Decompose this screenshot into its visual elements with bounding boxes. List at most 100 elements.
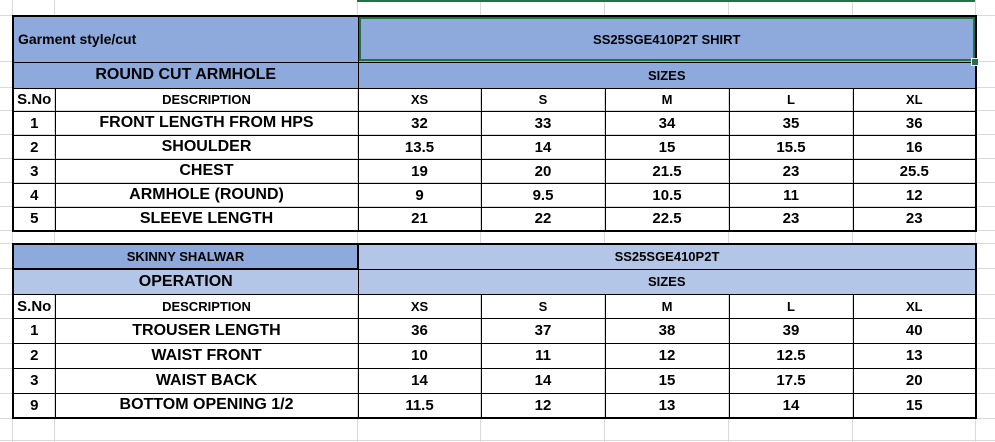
description-cell[interactable]: WAIST FRONT: [54, 342, 359, 369]
fill-handle[interactable]: [971, 58, 979, 66]
size-value-cell[interactable]: 37: [480, 317, 606, 344]
column-header[interactable]: XS: [357, 293, 482, 319]
table-row: 2 WAIST FRONT 10 11 12 12.5 13: [12, 342, 977, 369]
serial-cell[interactable]: 9: [12, 392, 56, 419]
size-value-cell[interactable]: 16: [852, 134, 977, 160]
column-header[interactable]: S: [480, 87, 606, 112]
gridline: [0, 440, 995, 441]
size-value-cell[interactable]: 12: [604, 342, 730, 369]
size-value-cell[interactable]: 22.5: [604, 206, 730, 232]
section-title[interactable]: ROUND CUT ARMHOLE: [12, 61, 359, 89]
serial-cell[interactable]: 5: [12, 206, 56, 232]
size-value-cell[interactable]: 12: [480, 392, 606, 419]
table-row: 4 ARMHOLE (ROUND) 9 9.5 10.5 11 12: [12, 182, 977, 208]
description-cell[interactable]: BOTTOM OPENING 1/2: [54, 392, 359, 419]
column-header-row: S.No DESCRIPTION XS S M L XL: [12, 293, 977, 319]
size-value-cell[interactable]: 36: [357, 317, 482, 344]
table-row: 1 FRONT LENGTH FROM HPS 32 33 34 35 36: [12, 110, 977, 136]
size-value-cell[interactable]: 13: [604, 392, 730, 419]
size-value-cell[interactable]: 11: [480, 342, 606, 369]
table-row: 3 WAIST BACK 14 14 15 17.5 20: [12, 367, 977, 394]
style-value-cell[interactable]: SS25SGE410P2T: [357, 243, 977, 270]
size-value-cell[interactable]: 14: [480, 134, 606, 160]
garment-style-value-cell[interactable]: SS25SGE410P2T SHIRT: [357, 15, 977, 63]
size-value-cell[interactable]: 9.5: [480, 182, 606, 208]
column-header-row: S.No DESCRIPTION XS S M L XL: [12, 87, 977, 112]
size-value-cell[interactable]: 25.5: [852, 158, 977, 184]
size-value-cell[interactable]: 32: [357, 110, 482, 136]
sizes-header[interactable]: SIZES: [357, 61, 977, 89]
shirt-measurement-table: Garment style/cut SS25SGE410P2T SHIRT RO…: [12, 15, 977, 232]
size-value-cell[interactable]: 23: [852, 206, 977, 232]
size-value-cell[interactable]: 20: [852, 367, 977, 394]
description-cell[interactable]: SLEEVE LENGTH: [54, 206, 359, 232]
size-value-cell[interactable]: 10: [357, 342, 482, 369]
operation-header[interactable]: OPERATION: [12, 268, 359, 295]
size-value-cell[interactable]: 20: [480, 158, 606, 184]
serial-cell[interactable]: 1: [12, 110, 56, 136]
table-row: 9 BOTTOM OPENING 1/2 11.5 12 13 14 15: [12, 392, 977, 419]
column-header[interactable]: XS: [357, 87, 482, 112]
size-value-cell[interactable]: 23: [728, 206, 854, 232]
shalwar-measurement-table: SKINNY SHALWAR SS25SGE410P2T OPERATION S…: [12, 243, 977, 419]
table-row: 2 SHOULDER 13.5 14 15 15.5 16: [12, 134, 977, 160]
table-row: 1 TROUSER LENGTH 36 37 38 39 40: [12, 317, 977, 344]
column-header[interactable]: L: [728, 87, 854, 112]
size-value-cell[interactable]: 35: [728, 110, 854, 136]
table-row: 5 SLEEVE LENGTH 21 22 22.5 23 23: [12, 206, 977, 232]
column-header[interactable]: XL: [852, 293, 977, 319]
size-value-cell[interactable]: 21.5: [604, 158, 730, 184]
serial-cell[interactable]: 1: [12, 317, 56, 344]
size-value-cell[interactable]: 14: [728, 392, 854, 419]
serial-cell[interactable]: 3: [12, 158, 56, 184]
column-header[interactable]: DESCRIPTION: [54, 293, 359, 319]
description-cell[interactable]: WAIST BACK: [54, 367, 359, 394]
column-header[interactable]: S: [480, 293, 606, 319]
description-cell[interactable]: CHEST: [54, 158, 359, 184]
size-value-cell[interactable]: 15: [604, 367, 730, 394]
column-header[interactable]: DESCRIPTION: [54, 87, 359, 112]
column-header[interactable]: XL: [852, 87, 977, 112]
size-value-cell[interactable]: 13: [852, 342, 977, 369]
serial-cell[interactable]: 3: [12, 367, 56, 394]
size-value-cell[interactable]: 33: [480, 110, 606, 136]
size-value-cell[interactable]: 14: [480, 367, 606, 394]
column-header[interactable]: M: [604, 293, 730, 319]
size-value-cell[interactable]: 11.5: [357, 392, 482, 419]
size-value-cell[interactable]: 14: [357, 367, 482, 394]
size-value-cell[interactable]: 9: [357, 182, 482, 208]
size-value-cell[interactable]: 36: [852, 110, 977, 136]
size-value-cell[interactable]: 39: [728, 317, 854, 344]
size-value-cell[interactable]: 17.5: [728, 367, 854, 394]
size-value-cell[interactable]: 11: [728, 182, 854, 208]
size-value-cell[interactable]: 19: [357, 158, 482, 184]
selected-column-indicator: [357, 0, 975, 2]
size-value-cell[interactable]: 13.5: [357, 134, 482, 160]
size-value-cell[interactable]: 34: [604, 110, 730, 136]
size-value-cell[interactable]: 15.5: [728, 134, 854, 160]
size-value-cell[interactable]: 38: [604, 317, 730, 344]
size-value-cell[interactable]: 15: [852, 392, 977, 419]
size-value-cell[interactable]: 10.5: [604, 182, 730, 208]
size-value-cell[interactable]: 12: [852, 182, 977, 208]
sizes-header[interactable]: SIZES: [357, 268, 977, 295]
size-value-cell[interactable]: 12.5: [728, 342, 854, 369]
size-value-cell[interactable]: 23: [728, 158, 854, 184]
description-cell[interactable]: SHOULDER: [54, 134, 359, 160]
garment-style-label[interactable]: Garment style/cut: [12, 15, 359, 63]
column-header[interactable]: M: [604, 87, 730, 112]
size-value-cell[interactable]: 21: [357, 206, 482, 232]
description-cell[interactable]: FRONT LENGTH FROM HPS: [54, 110, 359, 136]
column-header[interactable]: S.No: [12, 87, 56, 112]
serial-cell[interactable]: 2: [12, 134, 56, 160]
size-value-cell[interactable]: 15: [604, 134, 730, 160]
column-header[interactable]: L: [728, 293, 854, 319]
column-header[interactable]: S.No: [12, 293, 56, 319]
size-value-cell[interactable]: 40: [852, 317, 977, 344]
size-value-cell[interactable]: 22: [480, 206, 606, 232]
serial-cell[interactable]: 2: [12, 342, 56, 369]
section-title[interactable]: SKINNY SHALWAR: [12, 243, 359, 270]
description-cell[interactable]: TROUSER LENGTH: [54, 317, 359, 344]
serial-cell[interactable]: 4: [12, 182, 56, 208]
description-cell[interactable]: ARMHOLE (ROUND): [54, 182, 359, 208]
